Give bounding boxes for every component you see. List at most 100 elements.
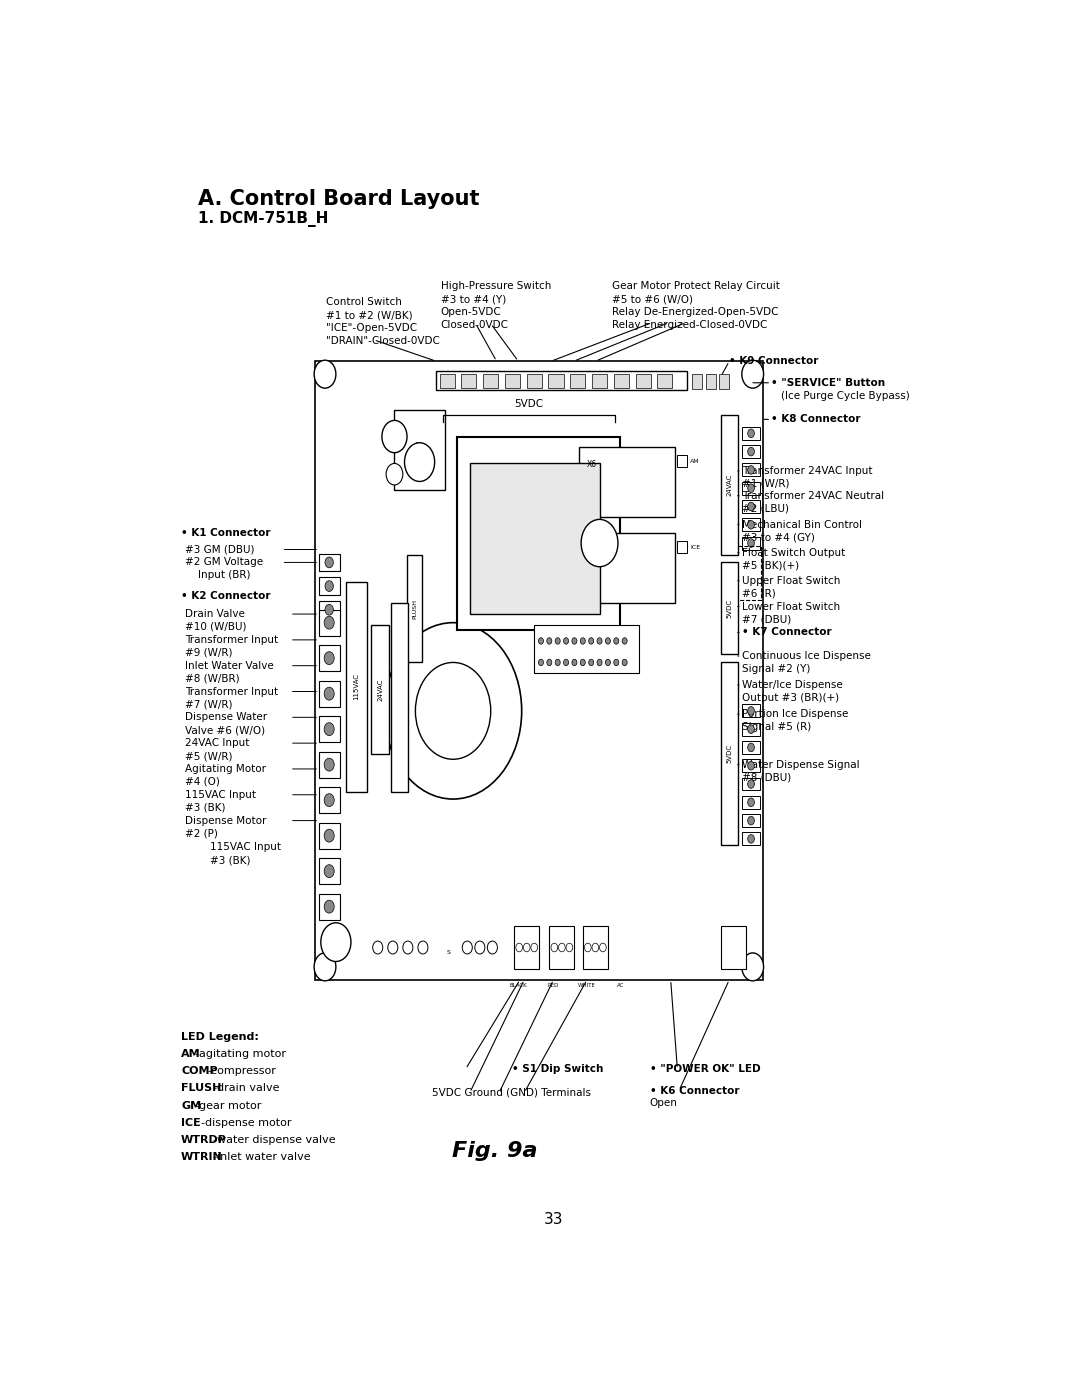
Text: Signal #2 (Y): Signal #2 (Y) <box>742 664 810 673</box>
Text: #2 (LBU): #2 (LBU) <box>742 504 788 514</box>
Bar <box>658 374 673 388</box>
Text: 5VDC: 5VDC <box>726 745 732 763</box>
Text: -agitating motor: -agitating motor <box>195 1049 286 1059</box>
Circle shape <box>622 637 627 644</box>
Text: Agitating Motor: Agitating Motor <box>186 764 267 774</box>
Bar <box>742 740 760 754</box>
Circle shape <box>551 943 557 951</box>
Text: 5VDC: 5VDC <box>726 598 732 617</box>
Bar <box>505 374 521 388</box>
Bar <box>320 645 340 671</box>
Bar <box>320 717 340 742</box>
Text: • K1 Connector: • K1 Connector <box>181 528 270 538</box>
Bar <box>721 926 746 970</box>
Text: #1 to #2 (W/BK): #1 to #2 (W/BK) <box>326 310 413 320</box>
Text: Float Switch Output: Float Switch Output <box>742 548 845 557</box>
Circle shape <box>747 429 754 437</box>
Text: #8 (DBU): #8 (DBU) <box>742 773 791 782</box>
Circle shape <box>747 502 754 511</box>
Circle shape <box>384 623 522 799</box>
Text: Drain Valve: Drain Valve <box>186 609 245 619</box>
Text: • K8 Connector: • K8 Connector <box>771 415 861 425</box>
Text: -gear motor: -gear motor <box>195 1101 261 1111</box>
Bar <box>315 362 762 979</box>
Text: • K7 Connector: • K7 Connector <box>742 627 832 637</box>
Circle shape <box>539 637 543 644</box>
Text: AM: AM <box>181 1049 201 1059</box>
Circle shape <box>580 659 585 666</box>
Circle shape <box>539 659 543 666</box>
Bar <box>320 553 340 571</box>
Text: Signal #5 (R): Signal #5 (R) <box>742 722 811 732</box>
Circle shape <box>324 865 334 877</box>
Bar <box>583 926 608 970</box>
Text: FLUSH: FLUSH <box>181 1084 221 1094</box>
Text: PLUSH: PLUSH <box>413 599 417 619</box>
Text: #8 (W/BR): #8 (W/BR) <box>186 673 240 683</box>
Circle shape <box>314 953 336 981</box>
Text: • K2 Connector: • K2 Connector <box>181 591 270 601</box>
Text: 33: 33 <box>543 1213 564 1227</box>
Text: Control Switch: Control Switch <box>326 298 402 307</box>
Bar <box>742 500 760 513</box>
Circle shape <box>555 659 561 666</box>
Bar <box>742 704 760 717</box>
Circle shape <box>747 780 754 788</box>
Text: ICE: ICE <box>181 1118 201 1127</box>
Circle shape <box>524 943 530 951</box>
Bar <box>461 374 476 388</box>
Text: 5VDC: 5VDC <box>515 398 544 408</box>
Text: X7: X7 <box>588 546 597 556</box>
Bar <box>320 577 340 595</box>
Text: • K9 Connector: • K9 Connector <box>729 356 819 366</box>
Text: -compressor: -compressor <box>207 1066 275 1076</box>
Text: #4 (O): #4 (O) <box>186 777 220 787</box>
Bar <box>706 374 716 390</box>
Bar <box>742 833 760 845</box>
Circle shape <box>314 360 336 388</box>
Text: #3 (BK): #3 (BK) <box>186 803 226 813</box>
Circle shape <box>487 942 498 954</box>
Text: #3 to #4 (GY): #3 to #4 (GY) <box>742 532 814 542</box>
Circle shape <box>324 687 334 700</box>
Bar <box>677 455 687 467</box>
Circle shape <box>747 521 754 529</box>
Bar <box>346 581 367 792</box>
Text: ICE: ICE <box>690 545 700 550</box>
Text: WHITE: WHITE <box>578 983 596 988</box>
Circle shape <box>416 662 490 760</box>
Circle shape <box>572 659 577 666</box>
Text: #7 (DBU): #7 (DBU) <box>742 615 791 624</box>
Bar <box>320 823 340 848</box>
Bar <box>721 415 738 555</box>
Circle shape <box>324 616 334 629</box>
Bar <box>320 601 340 619</box>
Text: Closed-0VDC: Closed-0VDC <box>441 320 509 330</box>
Text: RED: RED <box>548 983 559 988</box>
Bar <box>320 752 340 778</box>
Text: -dispense motor: -dispense motor <box>201 1118 292 1127</box>
Text: Output #3 (BR)(+): Output #3 (BR)(+) <box>742 693 839 703</box>
Text: 24VAC: 24VAC <box>377 678 383 700</box>
Bar <box>391 604 408 792</box>
Bar <box>320 788 340 813</box>
Circle shape <box>387 464 403 485</box>
Text: -drain valve: -drain valve <box>213 1084 280 1094</box>
Text: #7 (W/R): #7 (W/R) <box>186 700 232 710</box>
Text: Valve #6 (W/O): Valve #6 (W/O) <box>186 725 266 735</box>
Bar <box>535 624 639 673</box>
Bar <box>320 858 340 884</box>
Circle shape <box>324 722 334 736</box>
Bar <box>407 555 422 662</box>
Text: (Ice Purge Cycle Bypass): (Ice Purge Cycle Bypass) <box>781 391 910 401</box>
Text: • K6 Connector: • K6 Connector <box>650 1085 739 1095</box>
Bar <box>721 662 738 845</box>
Circle shape <box>475 942 485 954</box>
Circle shape <box>599 943 606 951</box>
Circle shape <box>597 659 602 666</box>
Circle shape <box>589 637 594 644</box>
Circle shape <box>589 659 594 666</box>
Circle shape <box>546 637 552 644</box>
Text: Dispense Motor: Dispense Motor <box>186 816 267 826</box>
Circle shape <box>613 637 619 644</box>
